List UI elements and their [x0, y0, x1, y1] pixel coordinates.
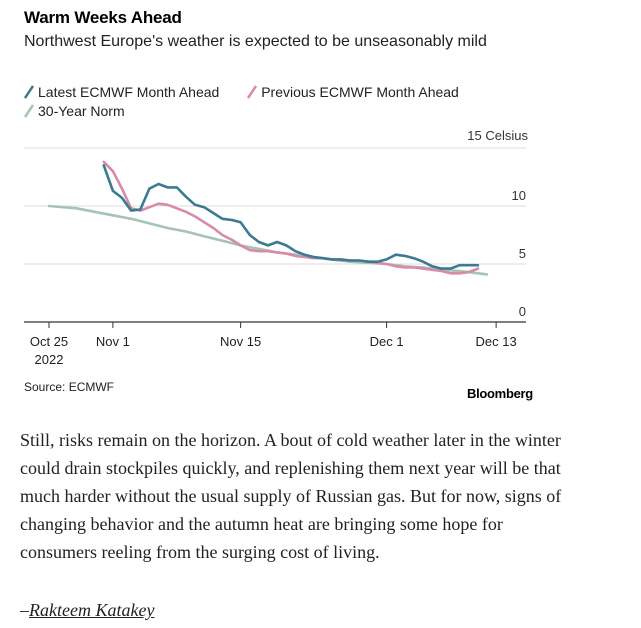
y-unit-label: 15 Celsius	[467, 128, 528, 143]
legend-item-previous: Previous ECMWF Month Ahead	[247, 83, 459, 102]
y-tick-label-5: 5	[519, 246, 526, 261]
series-line-previous	[102, 160, 480, 275]
legend-swatch-previous	[247, 85, 258, 99]
x-tick-label-4: Dec 13	[476, 334, 517, 349]
x-tick-label-3: Dec 1	[370, 334, 404, 349]
x-tick-sublabel-0: 2022	[35, 352, 64, 367]
legend-swatch-latest	[23, 85, 35, 99]
chart-title: Warm Weeks Ahead	[24, 8, 182, 27]
line-chart: 0 5 10 15 Celsius Oct 25 2022 Nov 1 Nov 15 Dec 1…	[24, 128, 528, 367]
x-tick-label-2: Nov 15	[220, 334, 261, 349]
source-note: Source: ECMWF	[24, 380, 115, 394]
byline-dash: –	[20, 600, 29, 620]
chart-subtitle: Northwest Europe's weather is expected t…	[24, 33, 487, 50]
legend-label-previous: Previous ECMWF Month Ahead	[261, 84, 459, 100]
byline-author[interactable]: Rakteem Katakey	[29, 600, 155, 620]
legend-swatch-norm	[23, 104, 35, 118]
legend-label-latest: Latest ECMWF Month Ahead	[38, 84, 220, 100]
chart-legend: Latest ECMWF Month Ahead Previous ECMWF …	[23, 83, 504, 121]
legend-label-norm: 30-Year Norm	[38, 103, 125, 119]
y-tick-label-0: 0	[519, 304, 526, 319]
x-tick-label-0: Oct 25	[30, 334, 68, 349]
series-line-latest	[102, 164, 480, 270]
legend-item-latest: Latest ECMWF Month Ahead	[23, 83, 220, 102]
legend-item-norm: 30-Year Norm	[23, 102, 125, 121]
bloomberg-logo: Bloomberg	[467, 386, 533, 401]
byline: –Rakteem Katakey	[20, 600, 154, 621]
y-tick-label-10: 10	[512, 188, 526, 203]
article-paragraph: Still, risks remain on the horizon. A bo…	[20, 430, 562, 562]
x-tick-label-1: Nov 1	[96, 334, 130, 349]
